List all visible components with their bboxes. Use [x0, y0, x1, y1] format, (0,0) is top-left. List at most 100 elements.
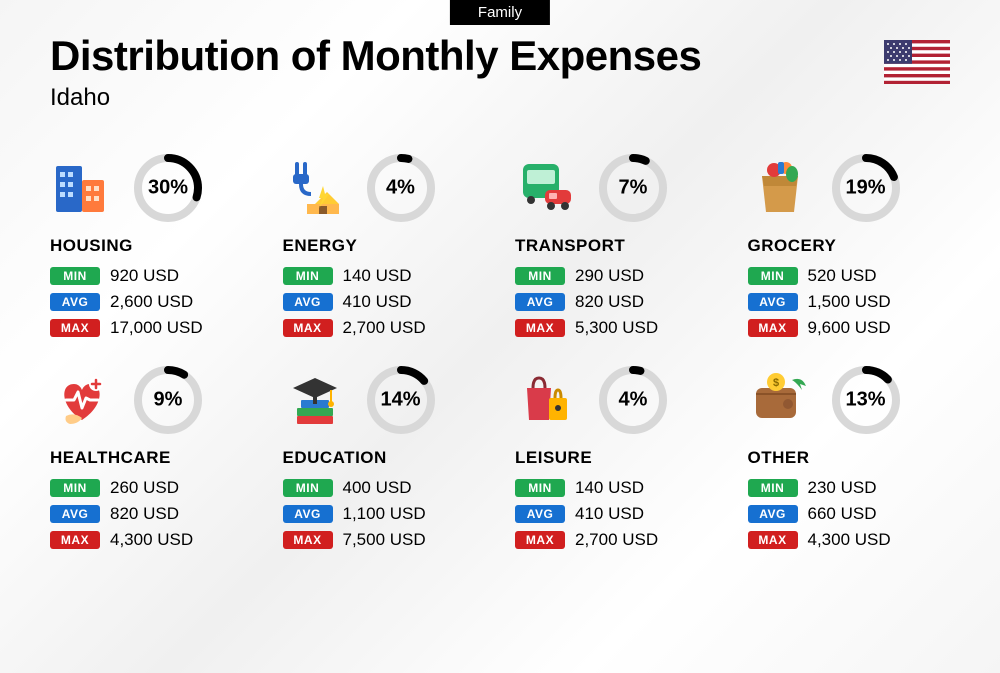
stat-max: MAX 2,700 USD — [283, 318, 486, 338]
stat-max: MAX 5,300 USD — [515, 318, 718, 338]
stat-min: MIN140 USD — [515, 478, 718, 498]
min-value: 140 USD — [343, 266, 412, 286]
avg-value: 410 USD — [575, 504, 644, 524]
percent-label: 19% — [845, 177, 885, 200]
category-name: TRANSPORT — [515, 236, 718, 256]
stat-min: MIN 400 USD — [283, 478, 486, 498]
expense-card: 4% LEISURE MIN140 USD AVG 410 USD MAX2,700 US… — [515, 364, 718, 556]
expense-card: 14% EDUCATION MIN 400 USD AVG 1,100 USD MAX7,5… — [283, 364, 486, 556]
other-icon: $ — [748, 368, 812, 432]
max-pill: MAX — [50, 319, 100, 337]
percent-donut: 4% — [365, 152, 437, 224]
svg-text:$: $ — [772, 377, 778, 389]
avg-value: 1,500 USD — [808, 292, 891, 312]
min-value: 920 USD — [110, 266, 179, 286]
transport-icon — [515, 156, 579, 220]
avg-pill: AVG — [515, 505, 565, 523]
avg-pill: AVG — [283, 505, 333, 523]
category-name: HOUSING — [50, 236, 253, 256]
max-value: 2,700 USD — [575, 530, 658, 550]
healthcare-icon — [50, 368, 114, 432]
percent-donut: 19% — [830, 152, 902, 224]
percent-label: 14% — [380, 389, 420, 412]
min-pill: MIN — [748, 479, 798, 497]
stat-min: MIN290 USD — [515, 266, 718, 286]
avg-value: 660 USD — [808, 504, 877, 524]
category-name: HEALTHCARE — [50, 448, 253, 468]
stat-max: MAX 4,300 USD — [50, 530, 253, 550]
expense-card: 4% ENERGY MIN140 USD AVG 410 USD MAX 2,700 USD — [283, 152, 486, 344]
min-value: 520 USD — [808, 266, 877, 286]
avg-pill: AVG — [283, 293, 333, 311]
min-pill: MIN — [283, 479, 333, 497]
max-pill: MAX — [50, 531, 100, 549]
percent-donut: 14% — [365, 364, 437, 436]
stat-min: MIN140 USD — [283, 266, 486, 286]
avg-pill: AVG — [50, 293, 100, 311]
max-pill: MAX — [748, 319, 798, 337]
stat-max: MAX7,500 USD — [283, 530, 486, 550]
category-name: GROCERY — [748, 236, 951, 256]
expense-card: 19% GROCERY MIN520 USD AVG1,500 USD MAX9,600… — [748, 152, 951, 344]
education-icon — [283, 368, 347, 432]
max-value: 5,300 USD — [575, 318, 658, 338]
stat-min: MIN 920 USD — [50, 266, 253, 286]
avg-pill: AVG — [50, 505, 100, 523]
avg-value: 820 USD — [110, 504, 179, 524]
percent-donut: 30% — [132, 152, 204, 224]
min-value: 290 USD — [575, 266, 644, 286]
percent-donut: 13% — [830, 364, 902, 436]
stat-avg: AVG1,500 USD — [748, 292, 951, 312]
percent-donut: 7% — [597, 152, 669, 224]
max-pill: MAX — [283, 319, 333, 337]
expense-card: 9%HEALTHCAREMIN260 USDAVG820 USDMAX4,300… — [50, 364, 253, 556]
percent-donut: 4% — [597, 364, 669, 436]
grocery-icon — [748, 156, 812, 220]
avg-value: 410 USD — [343, 292, 412, 312]
stat-min: MIN520 USD — [748, 266, 951, 286]
header: Distribution of Monthly Expenses Idaho — [50, 0, 950, 112]
max-value: 17,000 USD — [110, 318, 203, 338]
max-value: 4,300 USD — [110, 530, 193, 550]
stat-max: MAX9,600 USD — [748, 318, 951, 338]
min-pill: MIN — [50, 479, 100, 497]
max-value: 2,700 USD — [343, 318, 426, 338]
category-name: EDUCATION — [283, 448, 486, 468]
avg-pill: AVG — [515, 293, 565, 311]
avg-value: 820 USD — [575, 292, 644, 312]
page-title: Distribution of Monthly Expenses — [50, 32, 950, 80]
min-pill: MIN — [515, 479, 565, 497]
min-value: 230 USD — [808, 478, 877, 498]
percent-label: 7% — [619, 177, 648, 200]
stat-max: MAX 4,300 USD — [748, 530, 951, 550]
min-pill: MIN — [50, 267, 100, 285]
energy-icon — [283, 156, 347, 220]
stat-avg: AVG 820 USD — [50, 504, 253, 524]
page-subtitle: Idaho — [50, 84, 950, 112]
housing-icon — [50, 156, 114, 220]
avg-value: 2,600 USD — [110, 292, 193, 312]
percent-label: 13% — [845, 389, 885, 412]
stat-avg: AVG 820 USD — [515, 292, 718, 312]
max-pill: MAX — [283, 531, 333, 549]
stat-min: MIN260 USD — [50, 478, 253, 498]
max-pill: MAX — [515, 319, 565, 337]
stat-avg: AVG 1,100 USD — [283, 504, 486, 524]
percent-label: 30% — [148, 177, 188, 200]
category-grid: 30% HOUSING MIN 920 USD AVG 2,600 USD MAX 17,00… — [50, 152, 950, 556]
category-name: LEISURE — [515, 448, 718, 468]
category-name: OTHER — [748, 448, 951, 468]
avg-value: 1,100 USD — [343, 504, 426, 524]
stat-avg: AVG 410 USD — [515, 504, 718, 524]
percent-label: 4% — [619, 389, 648, 412]
stat-max: MAX2,700 USD — [515, 530, 718, 550]
category-name: ENERGY — [283, 236, 486, 256]
stat-avg: AVG 2,600 USD — [50, 292, 253, 312]
max-value: 4,300 USD — [808, 530, 891, 550]
us-flag-icon — [884, 40, 950, 84]
percent-label: 4% — [386, 177, 415, 200]
expense-card: 7% TRANSPORT MIN290 USD AVG 820 USD MAX 5,300 … — [515, 152, 718, 344]
max-pill: MAX — [748, 531, 798, 549]
stat-avg: AVG 410 USD — [283, 292, 486, 312]
min-value: 400 USD — [343, 478, 412, 498]
